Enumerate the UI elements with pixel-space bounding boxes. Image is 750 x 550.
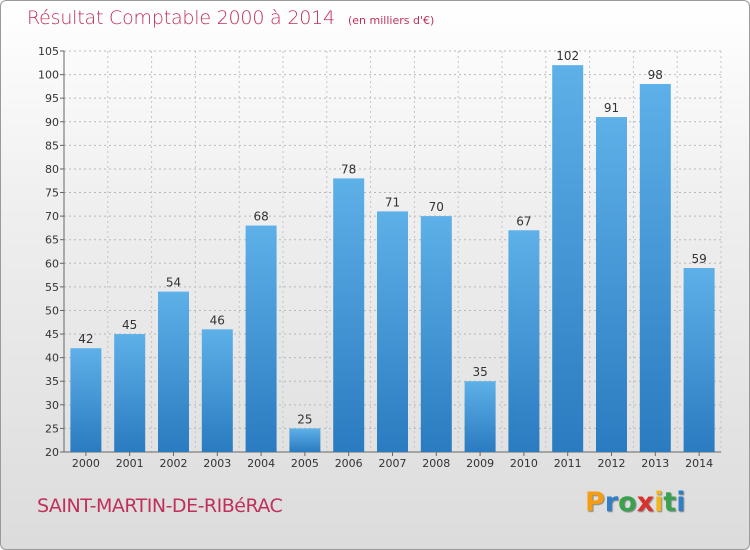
y-tick-label: 65 xyxy=(45,234,59,247)
data-labels: 42 45 54 46 68 25 78 71 70 35 67 102 91 98 59 xyxy=(78,49,706,426)
y-tick-label: 85 xyxy=(45,139,59,152)
data-label: 59 xyxy=(691,252,706,266)
bar xyxy=(158,291,189,452)
chart-title-main: Résultat Comptable 2000 à 2014 xyxy=(27,7,335,29)
data-label: 54 xyxy=(166,276,181,290)
data-label: 102 xyxy=(556,49,579,63)
logo-letter: P xyxy=(585,487,605,518)
logo-letter: o xyxy=(618,487,637,518)
y-tick-label: 60 xyxy=(45,257,59,270)
x-tick-label: 2012 xyxy=(598,457,626,470)
y-tick-label: 80 xyxy=(45,163,59,176)
grid-lines xyxy=(63,50,722,453)
x-tick-label: 2004 xyxy=(247,457,275,470)
data-label: 78 xyxy=(341,162,356,176)
bar xyxy=(289,428,321,452)
y-tick-label: 105 xyxy=(38,45,59,58)
bar xyxy=(508,230,540,452)
data-label: 68 xyxy=(253,210,268,224)
data-label: 98 xyxy=(648,68,663,82)
x-tick-label: 2010 xyxy=(510,457,538,470)
y-tick-label: 70 xyxy=(45,210,59,223)
logo-letter: i xyxy=(654,487,664,518)
logo-letter: i xyxy=(676,487,686,518)
bars xyxy=(70,65,715,452)
axes: 20 25 30 35 40 45 50 55 60 65 70 75 80 85 90 95 100 105 20… xyxy=(38,45,721,470)
y-tick-label: 35 xyxy=(45,375,59,388)
y-tick-label: 40 xyxy=(45,352,59,365)
y-tick-label: 55 xyxy=(45,281,59,294)
x-tick-label: 2007 xyxy=(379,457,407,470)
y-tick-label: 45 xyxy=(45,328,59,341)
commune-name: SAINT-MARTIN-DE-RIBéRAC xyxy=(37,495,283,517)
y-tick-label: 25 xyxy=(45,422,59,435)
x-tick-label: 2009 xyxy=(466,457,494,470)
bar xyxy=(552,65,584,452)
data-label: 71 xyxy=(385,195,400,209)
y-tick-label: 30 xyxy=(45,399,59,412)
y-tick-label: 20 xyxy=(45,446,59,459)
x-tick-label: 2001 xyxy=(116,457,144,470)
x-tick-label: 2013 xyxy=(641,457,669,470)
x-tick-label: 2014 xyxy=(685,457,713,470)
y-tick-label: 50 xyxy=(45,304,59,317)
x-tick-label: 2006 xyxy=(335,457,363,470)
proxiti-logo: Proxiti xyxy=(585,487,686,518)
x-tick-label: 2000 xyxy=(72,457,100,470)
x-tick-label: 2003 xyxy=(203,457,231,470)
data-label: 35 xyxy=(472,365,487,379)
bar xyxy=(333,178,365,452)
bar xyxy=(70,348,102,452)
data-label: 70 xyxy=(429,200,444,214)
logo-letter: r xyxy=(604,487,619,518)
y-tick-label: 95 xyxy=(45,92,59,105)
data-label: 67 xyxy=(516,214,531,228)
bar xyxy=(377,211,408,452)
bar xyxy=(596,117,627,452)
bar xyxy=(464,381,496,452)
x-tick-label: 2002 xyxy=(160,457,188,470)
bar xyxy=(245,225,277,452)
x-tick-label: 2008 xyxy=(422,457,450,470)
bar xyxy=(114,334,146,452)
bar xyxy=(420,216,452,452)
data-label: 42 xyxy=(78,332,93,346)
chart-unit-note: (en milliers d'€) xyxy=(347,14,435,27)
bar xyxy=(201,329,233,452)
logo-letter: t xyxy=(663,487,677,518)
y-tick-label: 75 xyxy=(45,187,59,200)
bar xyxy=(683,268,715,452)
y-tick-label: 100 xyxy=(38,69,59,82)
chart-title: Résultat Comptable 2000 à 2014 (en milli… xyxy=(27,7,434,29)
data-label: 45 xyxy=(122,318,137,332)
data-label: 25 xyxy=(297,412,312,426)
data-label: 91 xyxy=(604,101,619,115)
bar xyxy=(639,84,671,452)
logo-letter: x xyxy=(636,487,655,518)
y-tick-label: 90 xyxy=(45,116,59,129)
x-tick-label: 2005 xyxy=(291,457,319,470)
x-tick-label: 2011 xyxy=(554,457,582,470)
data-label: 46 xyxy=(210,313,225,327)
